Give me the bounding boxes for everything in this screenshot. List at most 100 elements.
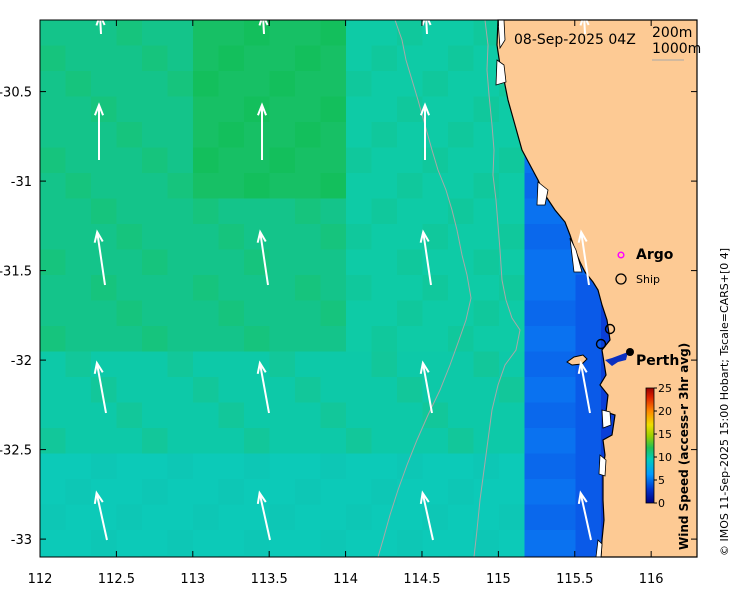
grid-cell xyxy=(167,428,194,454)
grid-cell xyxy=(550,377,576,403)
grid-cell xyxy=(320,20,347,46)
grid-cell xyxy=(218,20,245,46)
grid-cell xyxy=(499,453,525,480)
grid-cell xyxy=(40,351,66,378)
ship-marker[interactable] xyxy=(595,338,607,350)
grid-cell xyxy=(448,351,474,378)
grid-cell xyxy=(550,300,576,327)
grid-cell xyxy=(397,71,423,97)
grid-cell xyxy=(40,198,66,225)
grid-cell xyxy=(65,326,92,352)
grid-cell xyxy=(116,428,143,454)
grid-cell xyxy=(499,555,525,557)
grid-cell xyxy=(422,45,449,72)
grid-cell xyxy=(193,20,219,46)
grid-cell xyxy=(244,555,270,557)
grid-cell xyxy=(142,402,168,429)
grid-cell xyxy=(422,479,449,505)
y-tick-label: -30.5 xyxy=(0,86,32,101)
grid-cell xyxy=(320,479,347,505)
grid-cell xyxy=(499,300,525,327)
grid-cell xyxy=(448,377,474,403)
grid-cell xyxy=(65,377,92,403)
grid-cell xyxy=(193,377,219,403)
grid-cell xyxy=(550,275,576,301)
grid-cell xyxy=(473,224,500,250)
grid-cell xyxy=(193,275,219,301)
grid-cell xyxy=(116,198,143,225)
grid-cell xyxy=(218,249,245,276)
grid-cell xyxy=(65,530,92,556)
grid-cell xyxy=(116,249,143,276)
y-tick-label: -31 xyxy=(11,175,32,190)
grid-cell xyxy=(91,555,117,557)
grid-cell xyxy=(320,326,347,352)
grid-cell xyxy=(397,377,423,403)
grid-cell xyxy=(422,71,449,97)
grid-cell xyxy=(448,326,474,352)
grid-cell xyxy=(269,275,296,301)
grid-cell xyxy=(269,224,296,250)
grid-cell xyxy=(499,249,525,276)
grid-cell xyxy=(448,249,474,276)
grid-cell xyxy=(295,71,321,97)
grid-cell xyxy=(524,504,551,531)
grid-cell xyxy=(40,402,66,429)
grid-cell xyxy=(244,147,270,174)
grid-cell xyxy=(167,45,194,72)
grid-cell xyxy=(295,147,321,174)
grid-cell xyxy=(65,300,92,327)
ship-marker[interactable] xyxy=(604,323,616,335)
grid-cell xyxy=(473,96,500,123)
grid-cell xyxy=(499,402,525,429)
grid-cell xyxy=(218,453,245,480)
grid-cell xyxy=(193,402,219,429)
grid-cell xyxy=(422,530,449,556)
grid-cell xyxy=(40,504,66,531)
grid-cell xyxy=(473,351,500,378)
grid-cell xyxy=(142,326,168,352)
grid-cell xyxy=(422,402,449,429)
grid-cell xyxy=(397,96,423,123)
grid-cell xyxy=(320,300,347,327)
grid-cell xyxy=(371,45,398,72)
grid-cell xyxy=(91,428,117,454)
wind-arrow xyxy=(93,102,105,160)
grid-cell xyxy=(397,173,423,199)
grid-cell xyxy=(116,173,143,199)
grid-cell xyxy=(116,96,143,123)
grid-cell xyxy=(244,45,270,72)
grid-cell xyxy=(346,224,372,250)
grid-cell xyxy=(295,96,321,123)
grid-cell xyxy=(244,224,270,250)
grid-cell xyxy=(142,453,168,480)
coastal-white-patches xyxy=(495,19,612,558)
grid-cell xyxy=(397,249,423,276)
grid-cell xyxy=(397,275,423,301)
grid-cell xyxy=(524,275,551,301)
grid-cell xyxy=(320,453,347,480)
grid-cell xyxy=(167,555,194,557)
grid-cell xyxy=(371,402,398,429)
grid-cell xyxy=(65,147,92,174)
grid-cell xyxy=(91,300,117,327)
rottnest-island xyxy=(566,354,588,366)
grid-cell xyxy=(575,428,602,454)
grid-cell xyxy=(295,300,321,327)
grid-cell xyxy=(397,530,423,556)
grid-cell xyxy=(473,198,500,225)
grid-cell xyxy=(422,198,449,225)
grid-cell xyxy=(244,275,270,301)
grid-cell xyxy=(346,300,372,327)
grid-cell xyxy=(320,173,347,199)
grid-cell xyxy=(193,71,219,97)
grid-cell xyxy=(269,71,296,97)
grid-cell xyxy=(295,122,321,148)
grid-cell xyxy=(218,224,245,250)
grid-cell xyxy=(91,122,117,148)
colorbar-tick-label: 5 xyxy=(658,474,665,487)
wind-arrow xyxy=(419,102,431,160)
grid-cell xyxy=(116,224,143,250)
grid-cell xyxy=(167,147,194,174)
